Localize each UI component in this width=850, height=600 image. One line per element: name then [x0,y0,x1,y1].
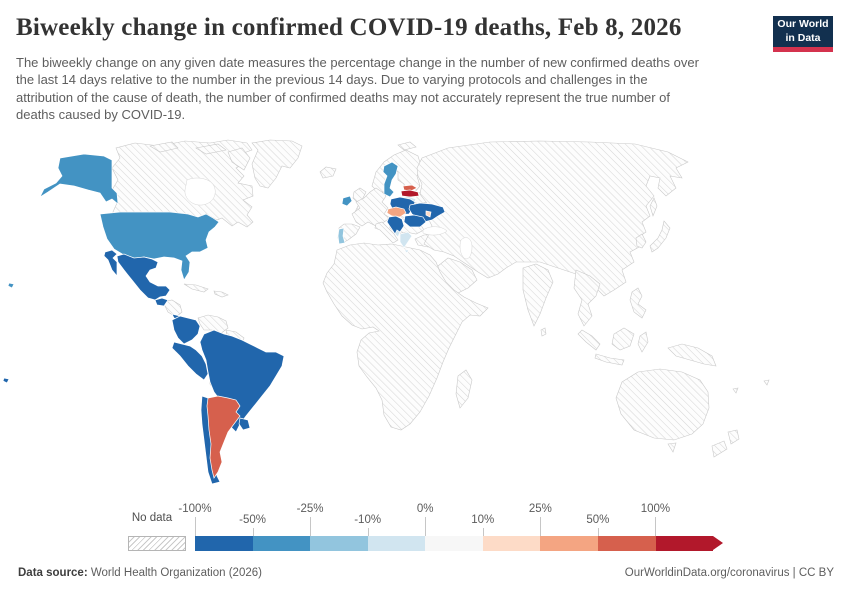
country-venezuela [197,314,229,335]
country-argentina[interactable] [206,395,241,479]
country-papua-new-guinea [667,343,717,367]
country-alaska[interactable] [39,153,119,205]
region-pacific-islands [732,379,770,394]
owid-logo[interactable]: Our World in Data [773,16,833,52]
credit-link[interactable]: OurWorldinData.org/coronavirus | CC BY [624,567,834,579]
country-uruguay[interactable] [238,417,251,431]
data-source-label: Data source: [18,567,88,579]
caspian-sea [459,237,473,260]
country-greenland [251,139,303,189]
country-guatemala[interactable] [154,297,169,307]
country-sakhalin [649,197,658,217]
country-ecuador-peru[interactable] [171,341,209,381]
country-cuba [183,283,209,293]
country-new-zealand [711,429,740,458]
owid-logo-line1: Our World [777,18,829,31]
country-iceland [319,166,337,179]
country-portugal[interactable] [337,227,346,245]
continent-africa [322,242,489,431]
country-usa[interactable] [99,211,220,281]
region-russia-asia [416,140,689,297]
country-romania[interactable] [403,214,427,228]
page-title: Biweekly change in confirmed COVID-19 de… [16,14,682,41]
country-canada-arctic-islands [149,141,251,171]
country-fiji[interactable] [2,377,10,384]
owid-logo-text: Our World in Data [773,16,833,47]
region-indochina [573,269,601,327]
country-brazil[interactable] [199,329,285,433]
country-japan [649,220,671,253]
map-nodata-landmasses [111,139,770,458]
data-source: Data source: World Health Organization (… [18,567,262,579]
country-mexico[interactable] [103,249,171,301]
country-philippines [629,287,647,319]
country-sri-lanka [540,327,547,337]
country-colombia[interactable] [171,315,201,345]
black-sea [422,226,448,236]
country-latvia[interactable] [400,189,420,198]
country-australia [615,368,710,453]
country-albania[interactable] [394,229,401,238]
country-ireland[interactable] [341,195,353,207]
country-hispaniola [213,290,229,298]
region-west-europe [351,187,391,227]
hudson-bay [184,177,216,206]
country-moldova[interactable] [425,210,432,218]
owid-logo-line2: in Data [785,31,821,44]
data-source-value: World Health Organization (2026) [87,567,262,579]
country-estonia[interactable] [402,184,418,192]
map-water-bodies [184,177,473,260]
country-south-korea [635,233,647,249]
map-colored-countries[interactable] [2,153,446,485]
country-svalbard [397,141,417,151]
country-india [522,263,554,327]
country-slovakia-hungary[interactable] [386,206,407,218]
owid-logo-accent-bar [773,47,833,52]
country-greece[interactable] [399,231,413,254]
country-indonesia [577,327,649,366]
country-hawaii[interactable] [7,282,15,289]
country-sweden[interactable] [382,161,399,198]
country-honduras-nicaragua [162,299,183,318]
country-madagascar [455,369,473,409]
page-subtitle: The biweekly change on any given date me… [16,55,699,123]
